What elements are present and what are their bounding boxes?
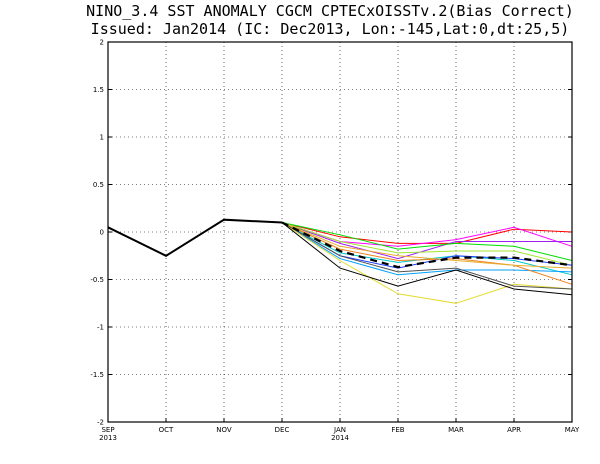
y-tick-label: 1 [100,134,104,142]
chart-title: NINO_3.4 SST ANOMALY CGCM CPTECxOISSTv.2… [86,2,574,20]
x-axis: SEP OCT NOV DEC JAN FEB MAR APR MAY 2013 2014 [99,418,580,442]
x-tick-label: MAR [448,426,464,434]
grid [108,42,572,422]
ensemble-member-line [281,222,573,290]
x-tick-label: SEP [101,426,114,434]
y-tick-label: 2 [100,39,104,47]
ensemble-member-line [281,222,573,304]
y-tick-label: -0.5 [90,276,104,284]
x-tick-label: MAY [565,426,580,434]
plot-frame [107,41,573,423]
y-tick-label: -1.5 [90,371,104,379]
plot-series [107,218,573,304]
x-tick-label: APR [507,426,521,434]
x-year-label: 2014 [331,434,349,442]
x-year-label: 2013 [99,434,117,442]
y-tick-label: -2 [97,419,104,427]
ensemble-member-line [281,222,572,260]
x-tick-label: OCT [159,426,174,434]
x-tick-label: DEC [275,426,290,434]
ensemble-mean-line [281,221,573,269]
ensemble-member-line [281,222,573,276]
x-tick-label: JAN [333,426,346,434]
chart-subtitle: Issued: Jan2014 (IC: Dec2013, Lon:-145,L… [91,20,570,38]
y-tick-label: 1.5 [93,86,104,94]
y-tick-label: 0.5 [93,181,104,189]
y-tick-label: 0 [100,229,104,237]
ensemble-member-line [281,222,573,285]
y-tick-label: -1 [97,324,104,332]
ensemble-member-line [281,222,573,296]
ensemble-member-line [281,222,573,269]
x-tick-label: FEB [391,426,404,434]
ensemble-member-line [281,222,573,266]
ensemble-member-line [281,222,573,261]
x-tick-label: NOV [216,426,232,434]
observed-line [107,218,283,257]
